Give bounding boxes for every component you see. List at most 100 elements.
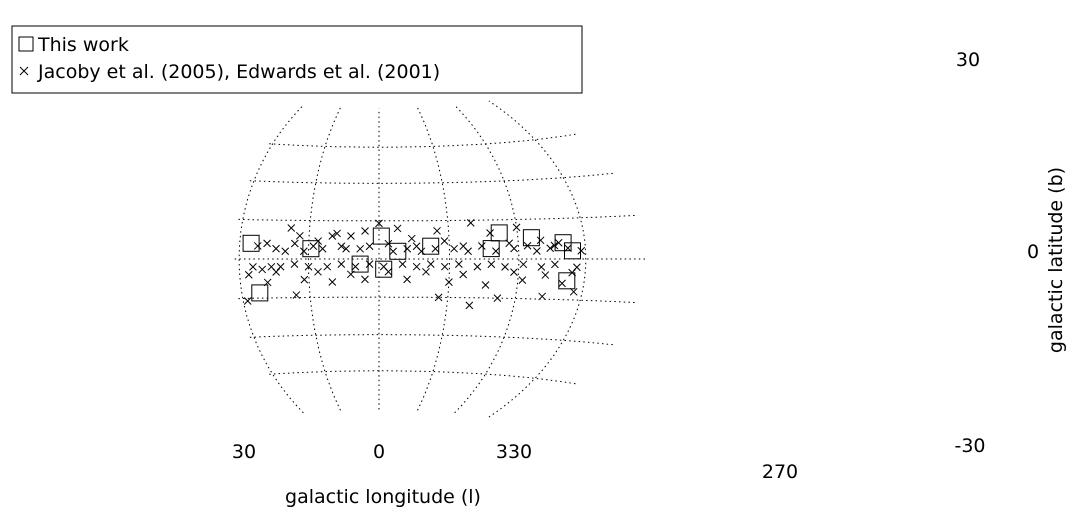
square-data-point bbox=[558, 272, 576, 290]
x-data-point bbox=[558, 279, 566, 288]
latitude-gridline bbox=[249, 334, 615, 346]
longitude-gridline bbox=[488, 100, 587, 418]
x-data-point bbox=[361, 275, 369, 284]
x-tick-label: 30 bbox=[232, 441, 256, 463]
x-data-point bbox=[290, 239, 299, 248]
x-data-point bbox=[407, 234, 416, 243]
x-data-point bbox=[501, 263, 509, 271]
x-data-point bbox=[412, 262, 421, 271]
y-tick-label: -30 bbox=[954, 435, 985, 457]
legend-x-marker bbox=[19, 66, 29, 76]
latitude-gridline bbox=[238, 214, 638, 222]
x-data-point bbox=[486, 229, 494, 237]
x-tick-label: 0 bbox=[373, 441, 385, 463]
longitude-gridline bbox=[307, 107, 341, 411]
square-data-point bbox=[389, 242, 407, 260]
x-data-point bbox=[568, 268, 576, 277]
x-data-point bbox=[323, 262, 332, 271]
x-data-point bbox=[466, 218, 475, 227]
square-data-point bbox=[554, 234, 572, 252]
x-tick-label: 270 bbox=[762, 461, 798, 483]
x-data-point bbox=[263, 278, 272, 287]
x-data-point bbox=[433, 226, 441, 235]
x-data-point bbox=[314, 267, 322, 276]
legend-label-literature: Jacoby et al. (2005), Edwards et al. (20… bbox=[37, 61, 440, 83]
x-data-point bbox=[244, 270, 253, 279]
x-data-point bbox=[393, 224, 402, 233]
x-data-point bbox=[510, 244, 518, 253]
x-data-point bbox=[551, 260, 559, 269]
square-data-point bbox=[372, 227, 390, 245]
x-data-point bbox=[347, 232, 355, 240]
square-data-point bbox=[351, 255, 369, 273]
x-data-point bbox=[519, 260, 528, 269]
x-data-point bbox=[445, 278, 453, 286]
x-data-point bbox=[281, 247, 290, 256]
x-data-point bbox=[356, 244, 365, 253]
x-data-point bbox=[550, 241, 559, 250]
x-data-point bbox=[403, 244, 412, 253]
x-data-point bbox=[318, 244, 327, 253]
x-data-point bbox=[328, 278, 337, 286]
x-data-point bbox=[328, 232, 337, 240]
x-data-point bbox=[533, 247, 541, 255]
x-data-point bbox=[299, 247, 308, 256]
x-data-point bbox=[538, 292, 547, 301]
x-data-point bbox=[276, 262, 285, 271]
x-data-point bbox=[272, 268, 281, 276]
x-data-point bbox=[426, 260, 435, 268]
x-data-point bbox=[487, 260, 496, 269]
longitude-gridline bbox=[238, 104, 304, 414]
square-data-point bbox=[375, 260, 393, 278]
x-data-point bbox=[477, 242, 486, 250]
y-axis-label: galactic latitude (b) bbox=[1045, 167, 1067, 353]
square-data-point bbox=[242, 234, 260, 252]
data-marks bbox=[242, 218, 586, 310]
square-data-point bbox=[251, 284, 269, 302]
x-axis-label: galactic longitude (l) bbox=[285, 486, 481, 508]
x-data-point bbox=[292, 291, 301, 299]
x-data-point bbox=[440, 262, 449, 271]
latitude-gridline bbox=[269, 370, 578, 385]
square-data-point bbox=[422, 237, 440, 255]
x-data-point bbox=[253, 242, 262, 250]
legend-square-marker bbox=[18, 36, 34, 52]
x-data-point bbox=[365, 260, 374, 268]
coordinate-grid bbox=[234, 100, 646, 418]
x-data-point bbox=[384, 239, 393, 248]
x-data-point bbox=[546, 244, 555, 253]
x-data-point bbox=[375, 219, 383, 228]
x-data-point bbox=[365, 242, 374, 251]
x-data-point bbox=[481, 281, 490, 289]
legend-box bbox=[11, 25, 583, 94]
x-data-point bbox=[459, 270, 468, 279]
x-data-point bbox=[342, 244, 350, 253]
x-data-point bbox=[518, 276, 527, 285]
x-data-point bbox=[346, 270, 355, 279]
x-data-point bbox=[536, 236, 545, 245]
x-data-point bbox=[510, 268, 518, 277]
x-data-point bbox=[434, 293, 443, 302]
square-data-point bbox=[482, 240, 500, 258]
x-data-point bbox=[464, 247, 472, 256]
x-data-point bbox=[473, 262, 482, 271]
x-data-point bbox=[384, 267, 393, 276]
x-tick-label: 330 bbox=[496, 441, 532, 463]
legend-label-this-work: This work bbox=[37, 34, 129, 56]
x-data-point bbox=[541, 271, 550, 279]
x-data-point bbox=[258, 265, 267, 274]
x-data-point bbox=[569, 287, 578, 296]
y-tick-label: 30 bbox=[956, 49, 980, 71]
x-data-point bbox=[455, 260, 463, 269]
x-data-point bbox=[537, 263, 546, 271]
x-data-point bbox=[287, 224, 296, 232]
legend: This work Jacoby et al. (2005), Edwards … bbox=[11, 25, 583, 94]
x-data-point bbox=[431, 244, 440, 253]
longitude-gridline bbox=[454, 104, 520, 414]
x-data-point bbox=[523, 241, 532, 250]
x-data-point bbox=[337, 242, 346, 251]
x-data-point bbox=[389, 247, 397, 256]
x-data-point bbox=[577, 246, 586, 255]
x-data-point bbox=[309, 242, 318, 251]
